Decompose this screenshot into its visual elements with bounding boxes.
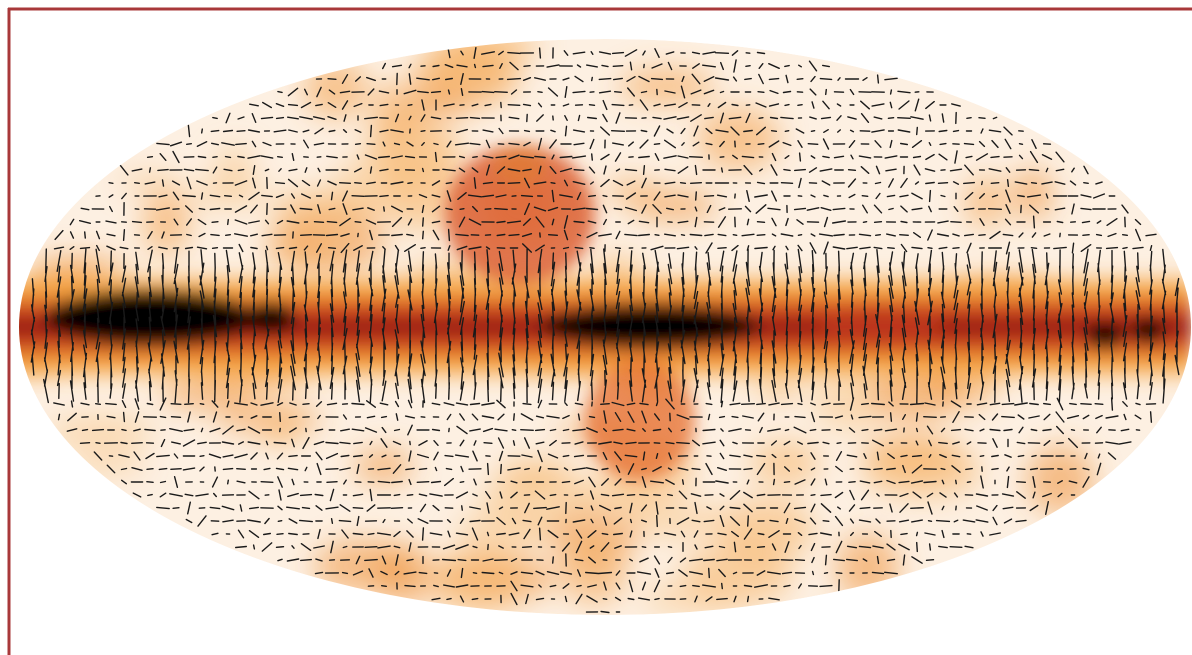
intensity-blob: [313, 539, 415, 594]
intensity-blob: [72, 454, 146, 475]
intensity-blob: [48, 415, 154, 450]
intensity-blob: [498, 460, 571, 491]
intensity-blob: [430, 547, 528, 615]
intensity-blob: [303, 59, 368, 118]
sky-map: [0, 0, 1192, 655]
intensity-blob: [354, 448, 414, 485]
intensity-blob: [697, 107, 780, 169]
intensity-blob: [185, 183, 270, 207]
intensity-blob: [436, 25, 539, 68]
intensity-blob: [619, 67, 715, 105]
intensity-blob: [863, 444, 981, 499]
intensity-blob: [1012, 168, 1054, 221]
intensity-blob: [457, 507, 555, 553]
intensity-blob: [965, 176, 1006, 228]
intensity-blob: [750, 441, 820, 486]
map-body: [0, 25, 1192, 615]
intensity-blob: [271, 190, 382, 224]
intensity-blob: [117, 172, 182, 192]
page: {} (() =>: [0, 0, 1192, 655]
intensity-blob: [836, 534, 900, 602]
intensity-blob: [398, 128, 464, 182]
